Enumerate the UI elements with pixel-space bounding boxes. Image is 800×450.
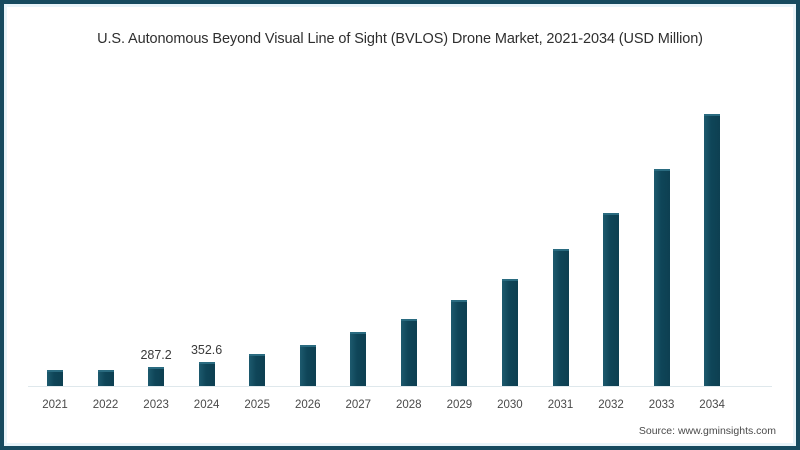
bar-2021 bbox=[47, 370, 63, 386]
bar-cap-2027 bbox=[350, 331, 367, 334]
x-tick-2029: 2029 bbox=[446, 399, 473, 411]
x-tick-2027: 2027 bbox=[345, 399, 372, 411]
bar-cap-2032 bbox=[603, 212, 619, 215]
bar-cap-2029 bbox=[451, 300, 468, 303]
x-tick-2028: 2028 bbox=[396, 399, 422, 411]
x-tick-2021: 2021 bbox=[42, 399, 68, 411]
bar-cap-2022 bbox=[97, 370, 114, 373]
bar-2029 bbox=[451, 300, 468, 386]
bar-cap-2026 bbox=[299, 344, 316, 347]
bar-cap-2025 bbox=[249, 353, 266, 356]
x-tick-2024: 2024 bbox=[193, 399, 220, 411]
x-tick-2023: 2023 bbox=[143, 399, 169, 411]
bar-2030 bbox=[501, 278, 518, 386]
bar-cap-2024 bbox=[198, 362, 215, 365]
x-tick-2031: 2031 bbox=[547, 399, 574, 411]
bar-2034 bbox=[704, 114, 721, 386]
bar-cap-2030 bbox=[501, 278, 518, 281]
bar-2026 bbox=[299, 344, 316, 386]
bar-cap-2028 bbox=[400, 319, 417, 322]
bar-cap-2034 bbox=[704, 114, 721, 117]
x-tick-2032: 2032 bbox=[598, 399, 624, 411]
bar-2025 bbox=[249, 353, 266, 386]
bar-cap-2023 bbox=[148, 366, 165, 369]
bar-2027 bbox=[350, 331, 367, 386]
bar-2028 bbox=[400, 319, 417, 386]
x-tick-2033: 2033 bbox=[648, 399, 675, 411]
chart-title: U.S. Autonomous Beyond Visual Line of Si… bbox=[97, 31, 703, 47]
bar-2033 bbox=[653, 169, 670, 386]
bar-2031 bbox=[552, 249, 569, 386]
source-attribution: Source: www.gminsights.com bbox=[638, 425, 776, 437]
bar-2032 bbox=[603, 212, 619, 386]
bar-cap-2021 bbox=[47, 370, 63, 373]
bar-2022 bbox=[97, 370, 114, 386]
x-axis-line bbox=[28, 386, 772, 387]
data-label-2024: 352.6 bbox=[190, 343, 223, 358]
data-label-2023: 287.2 bbox=[140, 347, 172, 362]
x-tick-2026: 2026 bbox=[295, 399, 321, 411]
x-tick-2022: 2022 bbox=[92, 399, 119, 411]
bar-2024 bbox=[198, 362, 215, 386]
x-tick-2030: 2030 bbox=[497, 399, 523, 411]
bar-cap-2033 bbox=[653, 169, 670, 172]
bar-2023 bbox=[148, 366, 165, 386]
x-tick-2034: 2034 bbox=[699, 399, 725, 411]
x-tick-2025: 2025 bbox=[244, 399, 270, 411]
bar-cap-2031 bbox=[552, 249, 569, 252]
